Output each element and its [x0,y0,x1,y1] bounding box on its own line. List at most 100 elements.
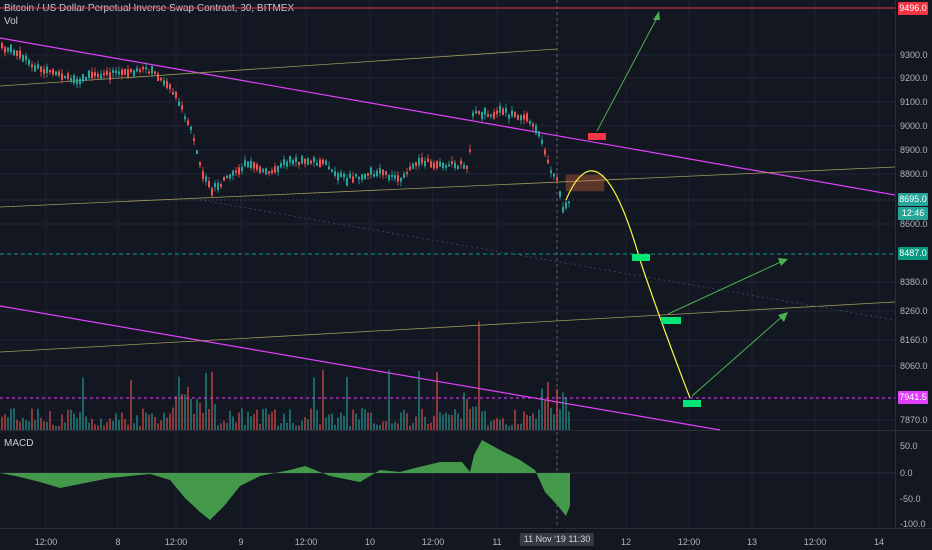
target-marker-green-3[interactable] [683,400,701,407]
volume-bar [253,413,255,430]
volume-bar [157,423,159,430]
volume-bar [346,376,348,430]
volume-bar [241,408,243,430]
candle-body [28,60,30,65]
volume-bar [34,420,36,430]
candle-body [487,113,489,117]
volume-bar [532,413,534,430]
lower-channel-trendline[interactable] [0,305,721,431]
candle-body [373,174,375,177]
pane-separator[interactable] [0,430,932,431]
candle-body [31,64,33,68]
guide-line-1[interactable] [0,48,558,87]
price-axis-separator [895,0,896,528]
guide-line-3[interactable] [0,301,896,353]
volume-bar [514,409,516,430]
candle-body [262,168,264,173]
volume-bar [166,417,168,430]
volume-bar [130,379,132,430]
arrowhead-icon [778,312,788,322]
guide-line-2[interactable] [0,166,896,208]
volume-bar [541,388,543,430]
arrow-2-shaft[interactable] [667,259,786,315]
volume-bar [52,424,54,430]
candle-body [268,171,270,174]
candle-body [10,44,12,53]
candle-body [532,123,534,127]
volume-bar [277,425,279,430]
candle-body [193,138,195,141]
candle-body [433,162,435,169]
candle-body [382,169,384,176]
macd-histogram[interactable] [0,440,570,520]
price-tick: 8900.0 [900,145,928,155]
volume-bar [313,377,315,430]
volume-bar [172,407,174,430]
candle-body [187,120,189,125]
time-tick: 13 [746,537,758,547]
volume-bar [79,411,81,430]
candle-body [19,50,21,59]
volume-bar [439,412,441,430]
time-tick: 12:00 [677,537,701,547]
candle-body [226,175,228,179]
volume-bar [457,413,459,430]
candle-body [454,162,456,169]
candle-body [55,71,57,76]
volume-bar [376,424,378,430]
candle-body [220,184,222,187]
resistance-price-tag[interactable]: 9496.0 [898,2,928,15]
candle-body [391,174,393,178]
candle-body [7,47,9,52]
volume-bar [220,423,222,430]
crosshair-time-label: 11 Nov '19 11:30 [519,533,595,546]
candle-body [256,164,258,170]
support-price-tag[interactable]: 8487.0 [898,247,928,260]
candle-body [328,166,330,170]
volume-bar [481,411,483,430]
candle-body [502,108,504,115]
upper-channel-trendline[interactable] [0,37,896,196]
volume-bar [211,371,213,430]
candle-body [400,177,402,182]
forecast-zone-box[interactable] [565,174,605,192]
candle-body [271,170,273,174]
time-tick: 10 [364,537,376,547]
candle-body [505,108,507,113]
lower-support-price-tag[interactable]: 7941.5 [898,391,928,404]
candle-body [538,131,540,137]
arrow-3-shaft[interactable] [691,313,786,397]
target-marker-green-2[interactable] [661,317,681,324]
arrowhead-icon [653,11,660,20]
volume-bars[interactable] [1,321,570,430]
candle-body [67,73,69,79]
candle-body [133,70,135,76]
volume-bar [343,415,345,430]
candle-body [289,156,291,163]
volume-bar [565,396,567,430]
last-price-tag: 8695.0 [898,193,928,206]
candle-body [76,78,78,85]
volume-bar [442,414,444,430]
candle-body [43,69,45,74]
candle-body [178,101,180,107]
target-marker-red[interactable] [588,133,606,140]
volume-indicator-label[interactable]: Vol [4,16,18,27]
candlestick-series[interactable] [1,41,570,214]
candle-body [4,47,6,53]
bullish-arrow-shaft[interactable] [596,13,660,132]
volume-bar [331,413,333,430]
candle-body [445,165,447,168]
candle-body [334,171,336,176]
candle-body [148,71,150,74]
candle-body [358,177,360,180]
target-marker-green-1[interactable] [632,254,650,261]
bar-countdown-tag: 12:46 [898,207,928,220]
projection-curve[interactable] [565,170,691,399]
candle-body [409,166,411,171]
macd-indicator-label[interactable]: MACD [4,438,34,449]
volume-bar [55,425,57,430]
candle-body [274,166,276,173]
volume-bar [373,423,375,430]
